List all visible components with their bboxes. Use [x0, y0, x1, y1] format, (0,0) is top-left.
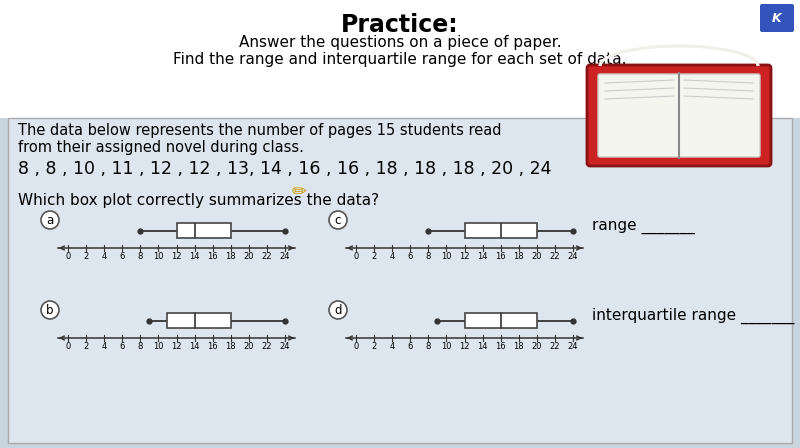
Text: 0: 0	[354, 252, 358, 261]
Text: 20: 20	[243, 252, 254, 261]
Text: 24: 24	[280, 252, 290, 261]
Text: 22: 22	[262, 342, 272, 351]
Text: 12: 12	[459, 252, 470, 261]
Circle shape	[329, 211, 347, 229]
Text: 0: 0	[354, 342, 358, 351]
Text: 14: 14	[478, 252, 488, 261]
Text: 12: 12	[171, 342, 182, 351]
Text: 6: 6	[119, 252, 125, 261]
Text: 16: 16	[207, 252, 218, 261]
Text: Answer the questions on a piece of paper.: Answer the questions on a piece of paper…	[238, 35, 562, 50]
Text: 20: 20	[243, 342, 254, 351]
Text: 8: 8	[426, 252, 431, 261]
Text: 4: 4	[102, 342, 106, 351]
Text: 18: 18	[514, 252, 524, 261]
Text: b: b	[46, 303, 54, 316]
Text: Find the range and interquartile range for each set of data.: Find the range and interquartile range f…	[174, 52, 626, 67]
Text: 10: 10	[153, 342, 164, 351]
Text: 2: 2	[83, 252, 89, 261]
Text: 2: 2	[83, 342, 89, 351]
Text: 10: 10	[441, 252, 452, 261]
Text: 10: 10	[441, 342, 452, 351]
Bar	[177, 223, 230, 238]
Text: 4: 4	[390, 342, 394, 351]
Text: 4: 4	[390, 252, 394, 261]
Text: 8 , 8 , 10 , 11 , 12 , 12 , 13, 14 , 16 , 16 , 18 , 18 , 18 , 20 , 24: 8 , 8 , 10 , 11 , 12 , 12 , 13, 14 , 16 …	[18, 160, 551, 178]
Text: 10: 10	[153, 252, 164, 261]
Text: 8: 8	[138, 252, 143, 261]
Text: The data below represents the number of pages 15 students read: The data below represents the number of …	[18, 123, 502, 138]
Text: 12: 12	[171, 252, 182, 261]
Text: 4: 4	[102, 252, 106, 261]
Circle shape	[41, 301, 59, 319]
Text: 16: 16	[495, 252, 506, 261]
Text: a: a	[46, 214, 54, 227]
Bar	[8, 118, 792, 443]
Text: range _______: range _______	[592, 219, 695, 233]
Text: 6: 6	[407, 252, 413, 261]
Text: 6: 6	[407, 342, 413, 351]
Text: c: c	[335, 214, 341, 227]
Bar	[465, 223, 537, 238]
FancyBboxPatch shape	[598, 74, 760, 157]
Text: 20: 20	[531, 252, 542, 261]
Text: from their assigned novel during class.: from their assigned novel during class.	[18, 140, 304, 155]
FancyBboxPatch shape	[760, 4, 794, 32]
FancyBboxPatch shape	[587, 65, 771, 166]
Text: 8: 8	[426, 342, 431, 351]
Text: 14: 14	[190, 342, 200, 351]
Text: 18: 18	[226, 252, 236, 261]
Text: 18: 18	[226, 342, 236, 351]
Bar	[167, 313, 230, 328]
Text: 0: 0	[66, 342, 70, 351]
Bar	[0, 0, 800, 118]
Text: K: K	[772, 12, 782, 25]
Circle shape	[329, 301, 347, 319]
Text: 12: 12	[459, 342, 470, 351]
Text: 6: 6	[119, 342, 125, 351]
Text: 14: 14	[478, 342, 488, 351]
Text: 0: 0	[66, 252, 70, 261]
Text: 22: 22	[550, 342, 560, 351]
Text: 14: 14	[190, 252, 200, 261]
Text: 2: 2	[371, 342, 377, 351]
Text: 16: 16	[207, 342, 218, 351]
Text: Which box plot correctly summarizes the data?: Which box plot correctly summarizes the …	[18, 193, 379, 208]
Circle shape	[41, 211, 59, 229]
Text: 24: 24	[568, 342, 578, 351]
Text: 8: 8	[138, 342, 143, 351]
Text: 22: 22	[550, 252, 560, 261]
Text: 22: 22	[262, 252, 272, 261]
Text: 2: 2	[371, 252, 377, 261]
Text: Practice:: Practice:	[341, 13, 459, 37]
Text: d: d	[334, 303, 342, 316]
Bar	[465, 313, 537, 328]
Text: 24: 24	[280, 342, 290, 351]
Text: interquartile range _______: interquartile range _______	[592, 308, 794, 324]
Text: 24: 24	[568, 252, 578, 261]
Text: 18: 18	[514, 342, 524, 351]
Text: ✏: ✏	[292, 183, 307, 201]
Text: 20: 20	[531, 342, 542, 351]
Text: 16: 16	[495, 342, 506, 351]
